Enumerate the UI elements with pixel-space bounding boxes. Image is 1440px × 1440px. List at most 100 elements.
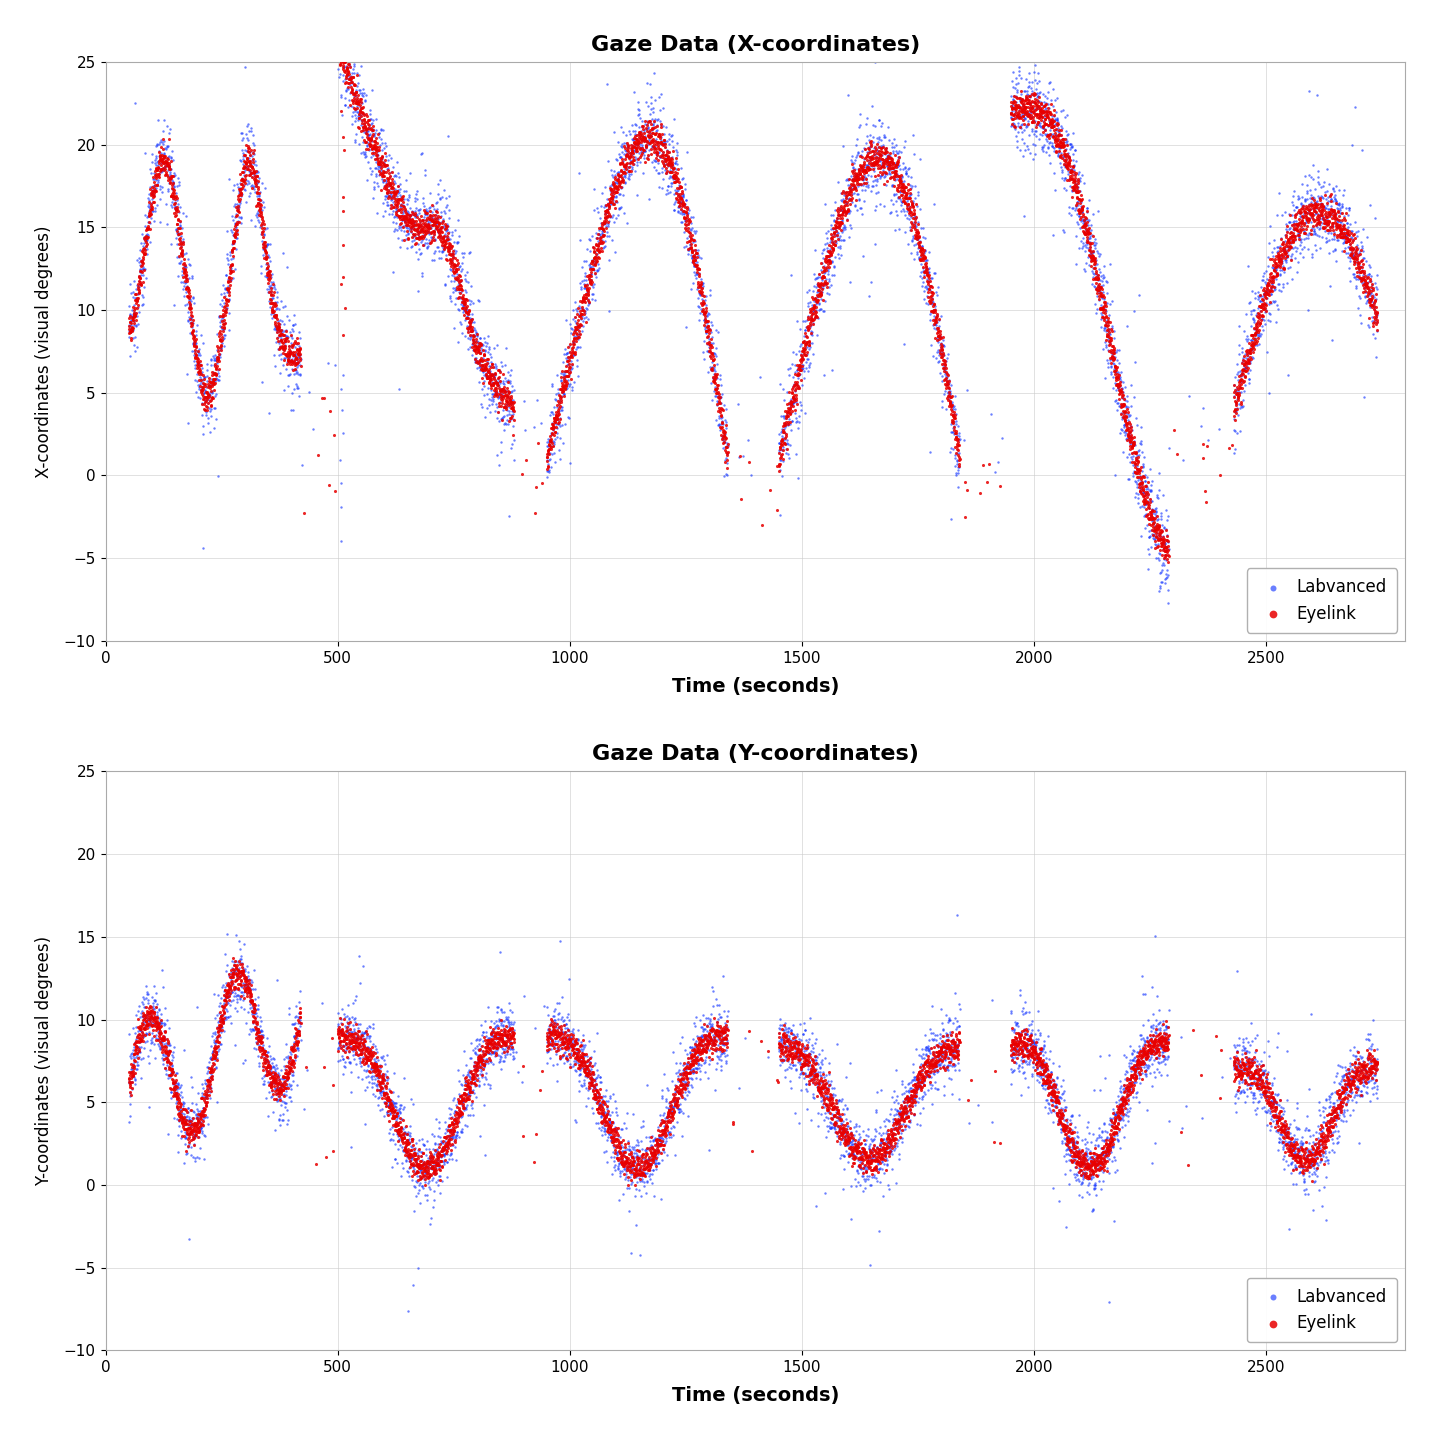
- Labvanced: [138, 176, 161, 199]
- Labvanced: [200, 380, 223, 403]
- Labvanced: [264, 1071, 287, 1094]
- Labvanced: [543, 441, 566, 464]
- Eyelink: [232, 959, 255, 982]
- Eyelink: [612, 171, 635, 194]
- Eyelink: [1264, 1097, 1287, 1120]
- Labvanced: [1297, 226, 1320, 249]
- Eyelink: [248, 189, 271, 212]
- Labvanced: [886, 1128, 909, 1151]
- Labvanced: [1355, 1080, 1378, 1103]
- Labvanced: [647, 141, 670, 164]
- Labvanced: [1293, 1138, 1316, 1161]
- Eyelink: [220, 965, 243, 988]
- Eyelink: [327, 1025, 350, 1048]
- Eyelink: [789, 369, 812, 392]
- Labvanced: [1070, 1174, 1093, 1197]
- Eyelink: [323, 480, 346, 503]
- Eyelink: [1021, 1037, 1044, 1060]
- Eyelink: [222, 232, 245, 255]
- Labvanced: [124, 1004, 147, 1027]
- Labvanced: [213, 984, 236, 1007]
- Eyelink: [251, 1037, 274, 1060]
- Labvanced: [338, 1032, 361, 1056]
- Eyelink: [1305, 212, 1328, 235]
- Eyelink: [1151, 531, 1174, 554]
- Eyelink: [389, 213, 412, 236]
- Labvanced: [662, 183, 685, 206]
- Eyelink: [870, 137, 893, 160]
- Eyelink: [1146, 534, 1169, 557]
- Labvanced: [922, 298, 945, 321]
- Labvanced: [1060, 1130, 1083, 1153]
- Eyelink: [1044, 134, 1067, 157]
- Labvanced: [1130, 452, 1153, 475]
- Labvanced: [1256, 268, 1279, 291]
- Labvanced: [274, 1092, 297, 1115]
- Labvanced: [566, 318, 589, 341]
- Labvanced: [442, 1102, 465, 1125]
- Eyelink: [625, 1155, 648, 1178]
- Labvanced: [632, 1158, 655, 1181]
- Labvanced: [844, 148, 867, 171]
- Labvanced: [703, 1027, 726, 1050]
- Eyelink: [1336, 230, 1359, 253]
- Labvanced: [713, 1044, 736, 1067]
- Eyelink: [887, 151, 910, 174]
- Eyelink: [1274, 1115, 1297, 1138]
- Labvanced: [264, 317, 287, 340]
- Eyelink: [942, 1040, 965, 1063]
- Eyelink: [877, 1125, 900, 1148]
- Labvanced: [464, 1037, 487, 1060]
- Eyelink: [183, 1113, 206, 1136]
- Labvanced: [926, 1045, 949, 1068]
- Eyelink: [791, 1058, 814, 1081]
- Labvanced: [340, 1080, 363, 1103]
- Eyelink: [1292, 206, 1315, 229]
- Labvanced: [1090, 287, 1113, 310]
- Labvanced: [248, 985, 271, 1008]
- Eyelink: [603, 1128, 626, 1151]
- Labvanced: [1256, 340, 1279, 363]
- Eyelink: [916, 271, 939, 294]
- Labvanced: [1107, 1097, 1130, 1120]
- Eyelink: [448, 274, 471, 297]
- Labvanced: [416, 1151, 439, 1174]
- Eyelink: [786, 1040, 809, 1063]
- Eyelink: [1008, 105, 1031, 128]
- X-axis label: Time (seconds): Time (seconds): [671, 1387, 840, 1405]
- Eyelink: [482, 372, 505, 395]
- Eyelink: [1328, 1079, 1351, 1102]
- Labvanced: [1057, 196, 1080, 219]
- Labvanced: [891, 197, 914, 220]
- Labvanced: [1002, 104, 1025, 127]
- Eyelink: [348, 94, 372, 117]
- Eyelink: [1007, 101, 1030, 124]
- Eyelink: [1143, 517, 1166, 540]
- Labvanced: [1092, 1161, 1115, 1184]
- Eyelink: [989, 1132, 1012, 1155]
- Labvanced: [1223, 1092, 1246, 1115]
- Labvanced: [389, 1164, 412, 1187]
- Eyelink: [1071, 204, 1094, 228]
- Labvanced: [262, 292, 285, 315]
- Eyelink: [350, 104, 373, 127]
- Eyelink: [1102, 334, 1125, 357]
- Labvanced: [196, 386, 219, 409]
- Eyelink: [1365, 1058, 1388, 1081]
- Labvanced: [1335, 1058, 1358, 1081]
- Labvanced: [899, 1094, 922, 1117]
- Labvanced: [649, 1112, 672, 1135]
- Labvanced: [261, 1071, 284, 1094]
- Labvanced: [269, 361, 292, 384]
- Eyelink: [1079, 232, 1102, 255]
- Labvanced: [341, 112, 364, 135]
- Eyelink: [920, 284, 943, 307]
- Eyelink: [240, 989, 264, 1012]
- Labvanced: [835, 1119, 858, 1142]
- Eyelink: [913, 1068, 936, 1092]
- Labvanced: [287, 1020, 310, 1043]
- Labvanced: [1083, 1174, 1106, 1197]
- Eyelink: [343, 1025, 366, 1048]
- Eyelink: [1338, 229, 1361, 252]
- Labvanced: [631, 109, 654, 132]
